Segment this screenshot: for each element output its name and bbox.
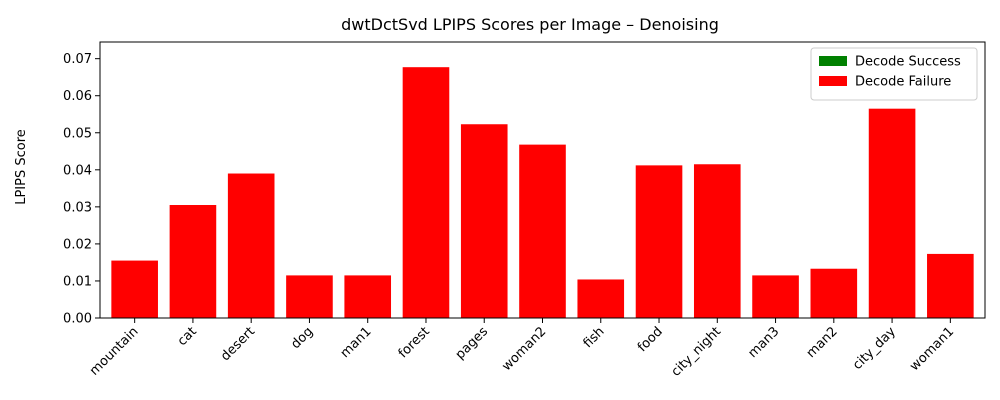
bar-food [635, 165, 683, 318]
bar-woman1 [927, 253, 974, 318]
legend-box [810, 47, 978, 101]
bar-dog [286, 275, 333, 318]
y-tick-label: 0.07 [63, 52, 92, 67]
bar-forest [402, 67, 450, 318]
y-tick-label: 0.03 [63, 200, 92, 215]
bar-man1 [344, 275, 392, 318]
bar-man2 [810, 268, 858, 318]
x-tick-label: desert [218, 324, 258, 364]
chart-title: dwtDctSvd LPIPS Scores per Image – Denoi… [341, 15, 719, 34]
x-tick-label: man2 [804, 324, 841, 361]
x-tick-label: pages [453, 324, 492, 363]
x-tick-label: man3 [746, 324, 783, 361]
y-axis-title: LPIPS Score [14, 129, 29, 205]
bar-fish [577, 279, 625, 318]
bar-mountain [111, 260, 158, 318]
y-tick-label: 0.05 [63, 126, 92, 141]
x-tick-label: man1 [338, 324, 375, 361]
legend-label: Decode Failure [855, 75, 951, 90]
legend-swatch [819, 76, 847, 86]
x-tick-label: food [635, 324, 666, 355]
bar-cat [169, 205, 217, 318]
legend-swatch [819, 56, 847, 66]
y-tick-label: 0.01 [63, 274, 92, 289]
bar-pages [460, 124, 508, 318]
y-tick-label: 0.06 [63, 89, 92, 104]
bar-man3 [752, 275, 799, 318]
legend-label: Decode Success [855, 55, 961, 70]
x-tick-label: mountain [87, 324, 141, 378]
bar-woman2 [519, 144, 566, 318]
x-tick-label: woman2 [499, 324, 549, 374]
x-tick-label: cat [175, 324, 200, 349]
y-axis: 0.00 0.01 0.02 0.03 0.04 0.05 0.06 0.07 [63, 52, 100, 327]
x-tick-label: dog [288, 324, 316, 352]
x-tick-label: forest [396, 324, 433, 361]
y-tick-label: 0.00 [63, 312, 92, 327]
x-axis: mountain cat desert dog man1 forest pages woman… [87, 318, 957, 380]
bar-city_day [868, 108, 916, 318]
y-tick-label: 0.02 [63, 237, 92, 252]
x-tick-label: city_day [850, 324, 899, 373]
y-tick-label: 0.04 [63, 163, 92, 178]
legend: Decode Success Decode Failure [810, 47, 978, 101]
x-tick-label: woman1 [907, 324, 957, 374]
bar-desert [227, 173, 275, 318]
x-tick-label: fish [581, 324, 608, 351]
plot-frame [99, 41, 986, 319]
x-tick-label: city_night [669, 324, 725, 380]
bars [111, 67, 974, 318]
bar-city_night [693, 164, 741, 318]
